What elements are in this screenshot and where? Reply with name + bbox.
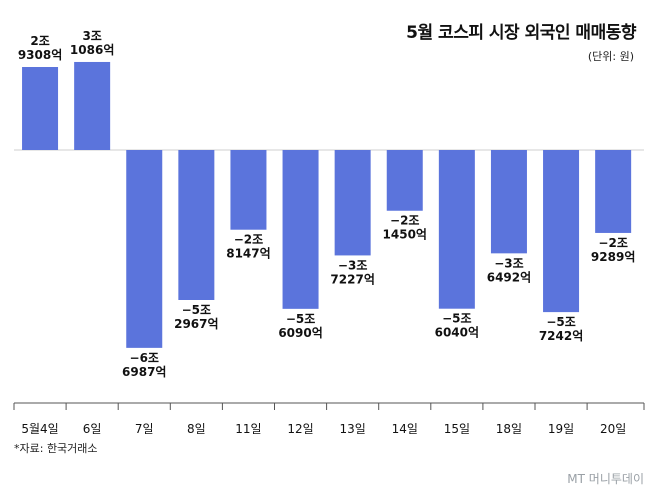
bar-11	[543, 150, 580, 313]
x-tick-label-12: 20일	[600, 422, 626, 436]
x-tick-label-4: 8일	[187, 422, 206, 436]
x-tick-label-11: 19일	[548, 422, 574, 436]
x-tick-label-6: 12일	[287, 422, 313, 436]
data-label-12: −2조 9289억	[591, 236, 635, 264]
x-tick-label-3: 7일	[135, 422, 154, 436]
data-label-10: −3조 6492억	[487, 256, 531, 284]
bar-9	[438, 150, 475, 309]
bar-3	[126, 150, 163, 348]
data-label-7: −3조 7227억	[330, 258, 374, 286]
bar-8	[386, 150, 423, 211]
x-tick-label-7: 13일	[339, 422, 365, 436]
data-label-4: −5조 2967억	[174, 303, 218, 331]
unit-label: (단위: 원)	[587, 50, 634, 63]
bar-6	[282, 150, 319, 309]
bar-2	[74, 61, 111, 150]
data-label-1: 2조 9308억	[18, 34, 62, 62]
chart-title: 5월 코스피 시장 외국인 매매동향	[406, 23, 636, 43]
bar-5	[230, 150, 267, 230]
x-tick-label-9: 15일	[444, 422, 470, 436]
bar-4	[178, 150, 215, 300]
data-label-2: 3조 1086억	[70, 29, 114, 57]
publisher-logo: MT 머니투데이	[567, 472, 644, 486]
bar-12	[595, 150, 632, 233]
data-label-9: −5조 6040억	[435, 312, 479, 340]
data-label-11: −5조 7242억	[539, 315, 583, 343]
x-tick-label-5: 11일	[235, 422, 261, 436]
x-tick-label-8: 14일	[392, 422, 418, 436]
data-label-8: −2조 1450억	[383, 214, 427, 242]
x-tick-label-1: 5월4일	[21, 422, 58, 436]
x-tick-label-2: 6일	[83, 422, 102, 436]
x-tick-label-10: 18일	[496, 422, 522, 436]
data-label-6: −5조 6090억	[278, 312, 322, 340]
bar-1	[22, 67, 59, 150]
bar-10	[490, 150, 527, 254]
bar-7	[334, 150, 371, 256]
data-label-5: −2조 8147억	[226, 233, 270, 261]
data-label-3: −6조 6987억	[122, 351, 166, 379]
source-note: *자료: 한국거래소	[14, 442, 98, 455]
